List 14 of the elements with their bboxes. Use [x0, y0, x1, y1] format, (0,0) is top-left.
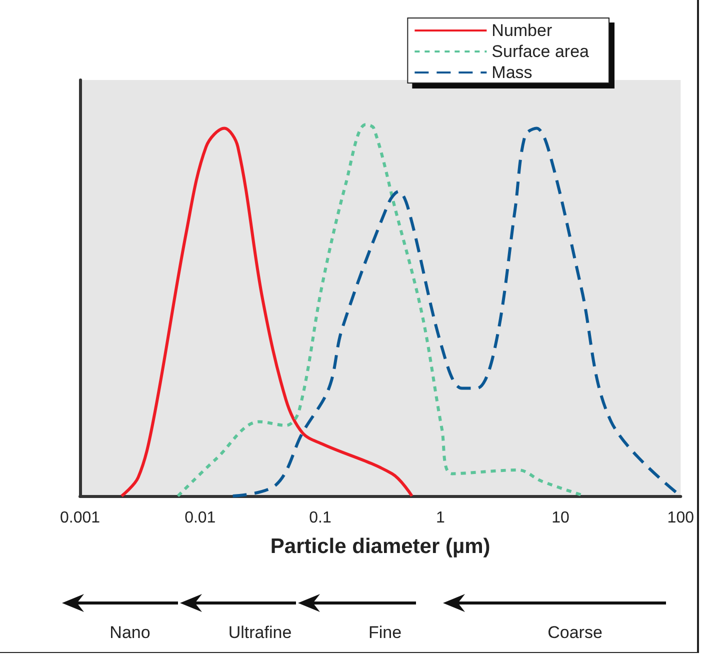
x-tick-label: 0.1	[309, 510, 332, 526]
x-tick-label: 0.001	[60, 510, 100, 526]
text: Ultrafine	[228, 623, 292, 643]
x-tick-label: 100	[667, 510, 694, 526]
x-tick-label: 10	[552, 510, 570, 526]
x-axis-title: Particle diameter (µm)	[270, 535, 490, 558]
x-tick-label: 0.01	[184, 510, 216, 526]
text: Fine	[368, 623, 402, 643]
text: Nano	[110, 623, 150, 643]
legend-label: Number	[492, 21, 552, 40]
text: Coarse	[548, 623, 602, 643]
legend-label: Mass	[492, 63, 532, 82]
x-tick-label: 1	[436, 510, 445, 526]
legend-label: Surface area	[492, 42, 590, 61]
